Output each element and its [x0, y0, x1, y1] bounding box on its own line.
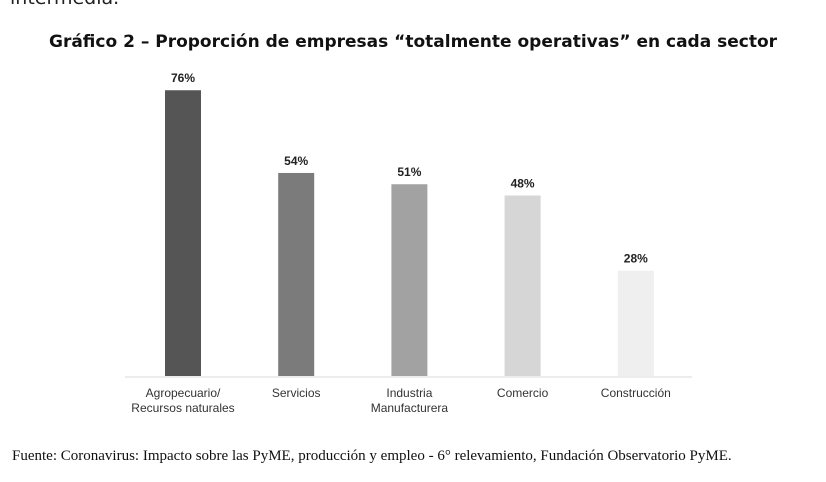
category-label: Construcción — [601, 386, 671, 400]
bar — [278, 172, 315, 376]
category-label: Industria — [386, 386, 432, 400]
data-label: 76% — [171, 71, 195, 85]
preceding-text: intermedia. — [10, 0, 119, 9]
data-label: 54% — [284, 154, 308, 168]
bar — [165, 90, 201, 377]
chart-title: Gráfico 2 – Proporción de empresas “tota… — [48, 32, 778, 52]
bar — [391, 184, 428, 376]
category-label: Recursos naturales — [131, 401, 234, 415]
bar — [504, 195, 541, 376]
category-label: Agropecuario/ — [146, 386, 221, 400]
bar — [617, 270, 654, 376]
data-label: 28% — [624, 252, 648, 266]
category-label: Comercio — [497, 386, 549, 400]
category-label: Manufacturera — [371, 401, 449, 415]
data-label: 48% — [511, 177, 535, 191]
data-label: 51% — [397, 165, 421, 179]
source-note: Fuente: Coronavirus: Impacto sobre las P… — [12, 448, 732, 464]
category-label: Servicios — [272, 386, 321, 400]
